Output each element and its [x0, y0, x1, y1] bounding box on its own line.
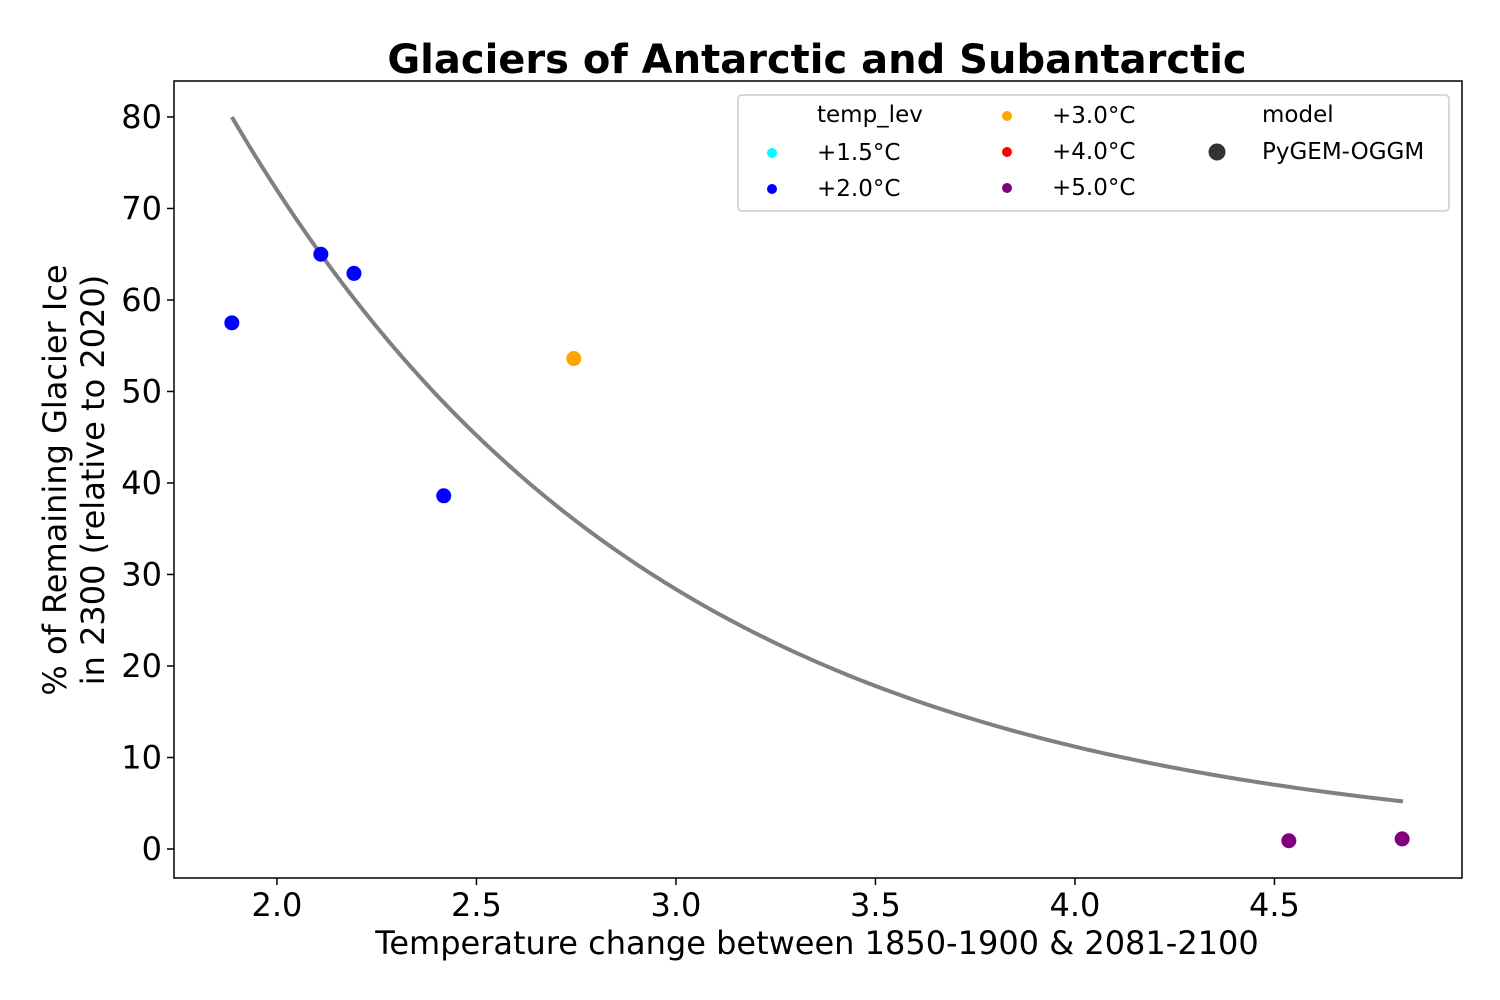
x-axis: 2.0 2.5 3.0 3.5 4.0 4.5 [251, 878, 1300, 924]
legend-item-2-0: +2.0°C [767, 176, 900, 202]
legend-marker-2-0 [767, 184, 777, 194]
legend-marker-pygem-oggm [1208, 143, 1226, 161]
legend-label-pygem-oggm: PyGEM-OGGM [1262, 139, 1424, 165]
y-tick-label: 20 [121, 647, 162, 685]
y-tick-label: 50 [121, 372, 162, 410]
data-point [313, 246, 329, 262]
data-point [566, 351, 582, 367]
legend-item-3-0: +3.0°C [1002, 103, 1135, 129]
y-axis: 0 10 20 30 40 50 60 70 80 [121, 98, 174, 868]
y-axis-label-line-1: % of Remaining Glacier Ice [36, 264, 74, 695]
legend-label-1-5: +1.5°C [817, 140, 900, 166]
y-tick-label: 80 [121, 98, 162, 136]
legend: temp_lev +1.5°C +2.0°C +3.0°C +4.0°C +5.… [737, 94, 1450, 212]
y-axis-label-line-2: in 2300 (relative to 2020) [74, 275, 112, 686]
y-axis-label: % of Remaining Glacier Ice in 2300 (rela… [36, 264, 112, 695]
legend-marker-3-0 [1002, 111, 1012, 121]
x-tick-label: 2.5 [451, 886, 502, 924]
data-point [346, 265, 362, 281]
legend-marker-1-5 [767, 148, 777, 158]
points-layer [224, 246, 1410, 849]
y-tick-label: 60 [121, 281, 162, 319]
data-point [1281, 833, 1297, 849]
x-axis-label: Temperature change between 1850-1900 & 2… [374, 924, 1259, 962]
legend-item-5-0: +5.0°C [1002, 175, 1135, 201]
y-tick-label: 10 [121, 738, 162, 776]
fit-curve [230, 115, 1404, 804]
legend-frame [737, 94, 1450, 212]
axes-frame [173, 80, 1463, 879]
legend-item-1-5: +1.5°C [767, 140, 900, 166]
y-tick-label: 40 [121, 464, 162, 502]
plot-area [173, 80, 1463, 879]
legend-item-4-0: +4.0°C [1002, 139, 1135, 165]
data-point [436, 488, 452, 504]
legend-label-2-0: +2.0°C [817, 176, 900, 202]
legend-item-pygem-oggm: PyGEM-OGGM [1208, 139, 1424, 165]
x-tick-label: 2.0 [251, 886, 302, 924]
x-tick-label: 4.5 [1249, 886, 1300, 924]
legend-marker-5-0 [1002, 183, 1012, 193]
legend-label-5-0: +5.0°C [1052, 175, 1135, 201]
x-tick-label: 4.0 [1050, 886, 1101, 924]
data-point [224, 315, 240, 331]
legend-hue-title: temp_lev [817, 102, 923, 128]
y-tick-label: 30 [121, 555, 162, 593]
legend-label-4-0: +4.0°C [1052, 139, 1135, 165]
y-tick-label: 70 [121, 189, 162, 227]
chart-title: Glaciers of Antarctic and Subantarctic [387, 37, 1246, 83]
data-point [1394, 831, 1410, 847]
x-tick-label: 3.0 [651, 886, 702, 924]
legend-style-title: model [1262, 102, 1334, 128]
legend-marker-4-0 [1002, 147, 1012, 157]
y-tick-label: 0 [142, 830, 162, 868]
legend-label-3-0: +3.0°C [1052, 103, 1135, 129]
x-tick-label: 3.5 [850, 886, 901, 924]
